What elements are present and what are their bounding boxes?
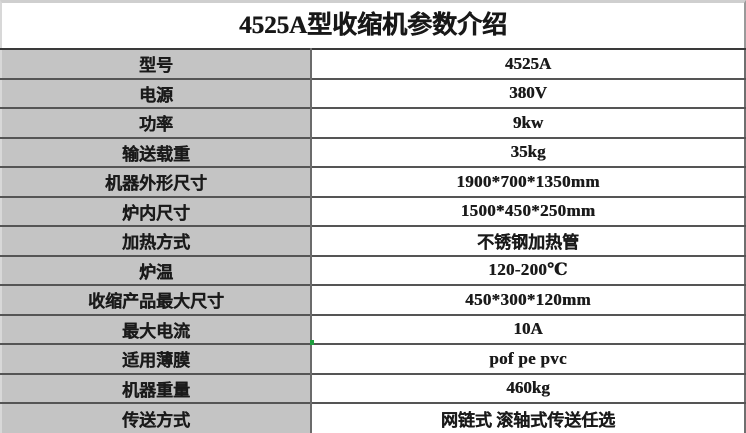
page-title-band: 4525A型收缩机参数介绍 bbox=[0, 0, 746, 48]
table-row: 加热方式 不锈钢加热管 bbox=[1, 225, 745, 256]
spec-value: 460kg bbox=[311, 372, 745, 404]
spec-label: 炉内尺寸 bbox=[1, 195, 312, 227]
spec-value: 网链式 滚轴式传送任选 bbox=[311, 402, 745, 433]
spec-value: 1900*700*1350mm bbox=[311, 166, 745, 197]
spec-value: 1500*450*250mm bbox=[311, 195, 745, 227]
table-row: 炉温 120-200℃ bbox=[1, 254, 745, 286]
table-row: 传送方式 网链式 滚轴式传送任选 bbox=[1, 402, 745, 433]
spec-value: 10A bbox=[311, 313, 745, 345]
spec-value: 120-200℃ bbox=[311, 254, 745, 286]
spec-value: 450*300*120mm bbox=[311, 284, 745, 315]
table-row: 型号 4525A bbox=[1, 48, 745, 79]
spec-value: 不锈钢加热管 bbox=[311, 225, 745, 256]
table-row: 功率 9kw bbox=[1, 107, 745, 138]
spec-label: 电源 bbox=[1, 77, 312, 109]
spec-label: 功率 bbox=[1, 107, 312, 138]
table-row: 收缩产品最大尺寸 450*300*120mm bbox=[1, 284, 745, 315]
table-row: 最大电流 10A bbox=[1, 313, 745, 345]
table-row: 机器重量 460kg bbox=[1, 372, 745, 404]
spec-label: 型号 bbox=[1, 48, 312, 79]
table-row: 炉内尺寸 1500*450*250mm bbox=[1, 195, 745, 227]
spec-value: 35kg bbox=[311, 136, 745, 168]
spec-label: 收缩产品最大尺寸 bbox=[1, 284, 312, 315]
spec-label: 输送载重 bbox=[1, 136, 312, 168]
spec-value: 9kw bbox=[311, 107, 745, 138]
page-title: 4525A型收缩机参数介绍 bbox=[238, 12, 508, 39]
spec-value: 380V bbox=[311, 77, 745, 109]
spec-label: 加热方式 bbox=[1, 225, 312, 256]
table-row: 输送载重 35kg bbox=[1, 136, 745, 168]
table-row: 电源 380V bbox=[1, 77, 745, 109]
specifications-table: 型号 4525A 电源 380V 功率 9kw 输送载重 35kg 机器外形尺寸… bbox=[0, 48, 746, 433]
spec-label: 传送方式 bbox=[1, 402, 312, 433]
spec-label: 机器外形尺寸 bbox=[1, 166, 312, 197]
table-body: 型号 4525A 电源 380V 功率 9kw 输送载重 35kg 机器外形尺寸… bbox=[1, 48, 745, 433]
spec-label: 适用薄膜 bbox=[1, 343, 312, 374]
spec-value: 4525A bbox=[311, 48, 745, 79]
table-row: 机器外形尺寸 1900*700*1350mm bbox=[1, 166, 745, 197]
table-row: 适用薄膜 pof pe pvc bbox=[1, 343, 745, 374]
spec-value: pof pe pvc bbox=[311, 343, 745, 374]
spec-label: 最大电流 bbox=[1, 313, 312, 345]
spec-label: 机器重量 bbox=[1, 372, 312, 404]
spec-label: 炉温 bbox=[1, 254, 312, 286]
